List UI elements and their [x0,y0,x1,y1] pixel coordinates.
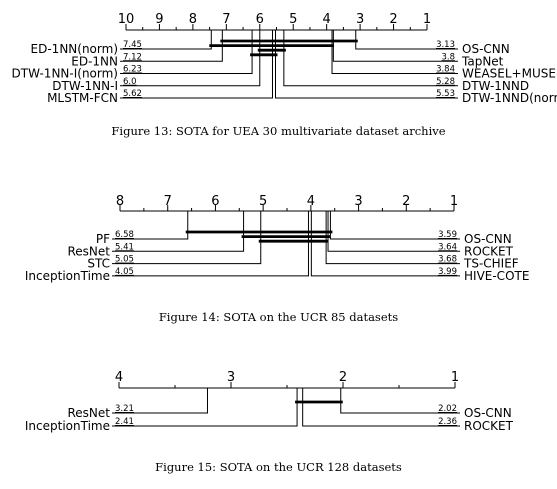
method-rank-value: 3.99 [438,267,457,277]
method-rank-value: 7.45 [123,40,142,50]
method-label: ResNet [68,406,111,420]
axis-tick-label: 3 [356,12,364,27]
method-label: MLSTM-FCN [47,91,118,105]
axis-tick-label: 5 [289,12,297,27]
method-rank-line [112,211,262,265]
method-rank-line [274,30,458,99]
method-label: ED-1NN [71,54,118,68]
method-label: InceptionTime [25,269,110,283]
axis-tick-label: 8 [189,12,197,27]
method-rank-value: 3.59 [438,230,457,240]
axis-tick-label: 6 [211,194,219,209]
method-rank-value: 3.68 [438,255,457,265]
figure-14-caption: Figure 14: SOTA on the UCR 85 datasets [158,310,399,324]
axis-tick-label: 6 [256,12,264,27]
figure-15-caption: Figure 15: SOTA on the UCR 128 datasets [155,460,402,474]
method-rank-line [327,211,460,252]
method-rank-line [112,388,298,427]
method-rank-value: 3.64 [438,242,457,252]
method-rank-value: 5.28 [436,77,455,87]
method-rank-line [112,211,309,277]
method-rank-value: 3.21 [115,404,134,414]
method-label: DTW-1NND(norm) [462,91,557,105]
method-rank-value: 6.23 [123,65,142,75]
axis-tick-label: 10 [118,12,135,27]
axis-tick-label: 8 [116,194,124,209]
axis-tick-label: 7 [222,12,230,27]
method-rank-value: 3.8 [441,52,455,62]
method-label: DTW-1NN-I(norm) [12,67,118,81]
method-rank-line [355,30,458,50]
method-rank-line [302,388,460,427]
axis-tick-label: 3 [354,194,362,209]
method-rank-value: 5.53 [436,89,455,99]
axis-tick-label: 1 [451,370,459,385]
method-label: OS-CNN [464,232,512,246]
axis-tick-label: 4 [323,12,331,27]
method-rank-value: 7.12 [123,52,142,62]
method-rank-value: 5.62 [123,89,142,99]
method-rank-value: 2.36 [438,417,457,427]
method-rank-value: 3.13 [436,40,455,50]
axis-tick-label: 3 [227,370,235,385]
method-label: STC [87,257,110,271]
axis-tick-label: 4 [115,370,123,385]
method-rank-line [120,30,273,99]
method-rank-line [340,388,460,414]
method-rank-value: 5.05 [115,255,134,265]
method-rank-value: 2.02 [438,404,457,414]
method-rank-value: 4.05 [115,267,134,277]
method-label: ROCKET [464,244,514,258]
method-label: WEASEL+MUSE [462,67,556,81]
method-label: ED-1NN(norm) [31,42,118,56]
method-label: ResNet [68,244,111,258]
method-rank-value: 3.84 [436,65,455,75]
method-rank-line [120,30,261,87]
method-label: HIVE-COTE [464,269,529,283]
axis-tick-label: 1 [450,194,458,209]
axis-tick-label: 2 [389,12,397,27]
method-rank-line [329,211,460,240]
method-rank-line [325,211,460,265]
method-label: OS-CNN [464,406,512,420]
method-rank-value: 6.0 [123,77,137,87]
method-label: InceptionTime [25,419,110,433]
method-rank-line [120,30,212,50]
axis-tick-label: 1 [423,12,431,27]
method-rank-line [112,211,189,240]
method-label: DTW-1NND [462,79,529,93]
axis-tick-label: 5 [259,194,267,209]
axis-tick-label: 2 [402,194,410,209]
method-label: OS-CNN [462,42,510,56]
figure-13-caption: Figure 13: SOTA for UEA 30 multivariate … [111,124,446,138]
method-label: TS-CHIEF [463,257,519,271]
method-rank-line [283,30,458,87]
method-label: PF [96,232,110,246]
method-label: DTW-1NN-I [52,79,118,93]
axis-tick-label: 4 [307,194,315,209]
method-label: ROCKET [464,419,514,433]
axis-tick-label: 7 [164,194,172,209]
method-rank-line [112,211,245,252]
method-rank-line [112,388,208,414]
method-rank-value: 5.41 [115,242,134,252]
method-rank-value: 6.58 [115,230,134,240]
axis-tick-label: 9 [155,12,163,27]
axis-tick-label: 2 [339,370,347,385]
method-label: TapNet [461,54,504,68]
method-rank-value: 2.41 [115,417,134,427]
